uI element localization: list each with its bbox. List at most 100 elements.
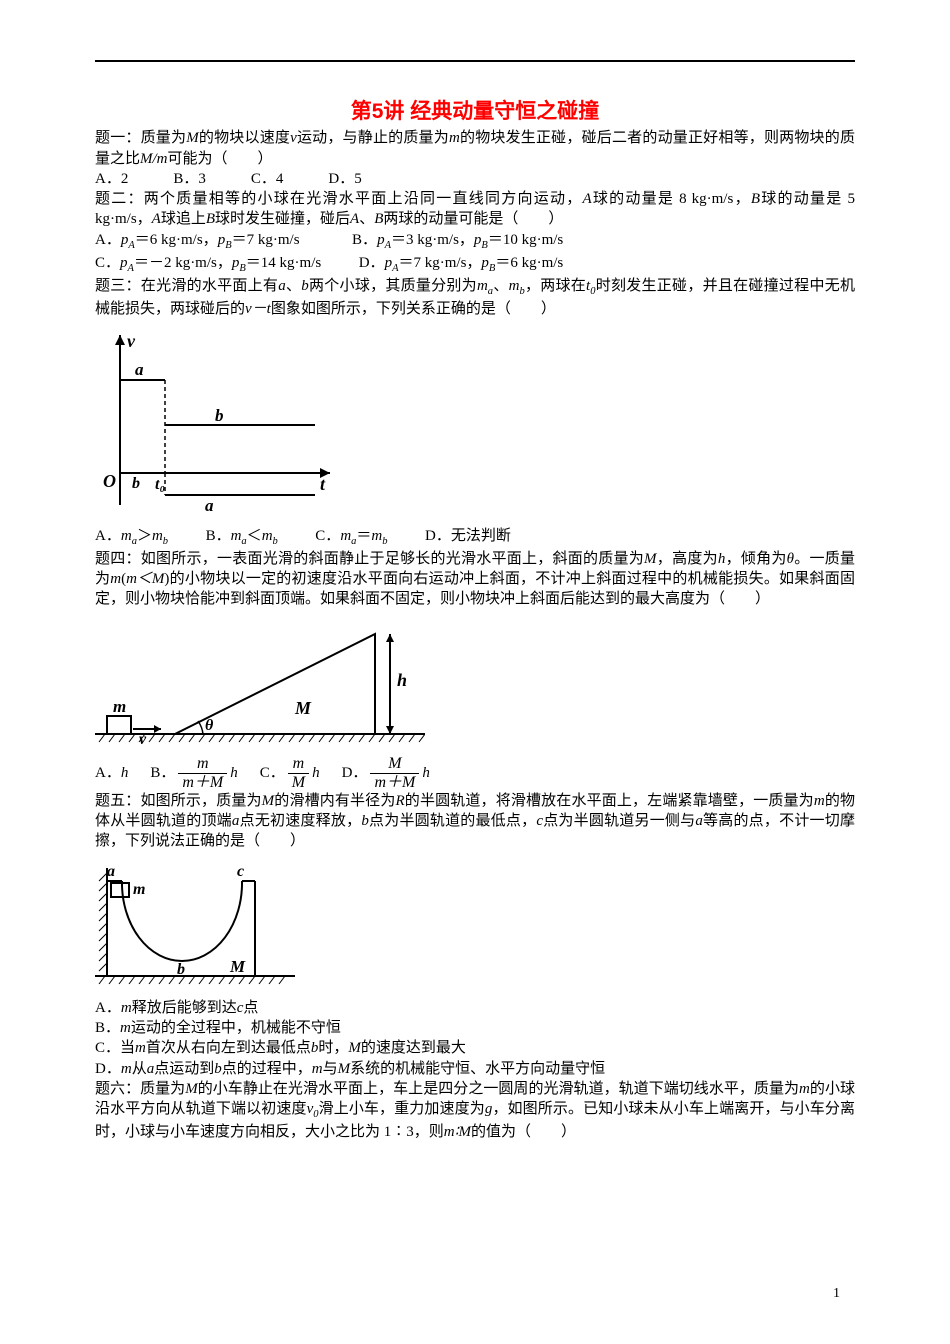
a2: a bbox=[695, 813, 703, 829]
val: ＝6 kg·m/s， bbox=[135, 232, 218, 248]
t: 点 bbox=[243, 1000, 258, 1016]
M: M bbox=[185, 1081, 198, 1097]
M: M bbox=[338, 1061, 351, 1077]
num: m bbox=[178, 756, 227, 773]
q4-choices: A．h B．mm＋Mh C．mMh D．Mm＋Mh bbox=[95, 756, 855, 791]
m: m bbox=[262, 528, 273, 544]
t0-label: t₀ bbox=[155, 476, 165, 493]
m: m bbox=[814, 793, 825, 809]
pre: C． bbox=[260, 763, 285, 783]
M-label: M bbox=[229, 957, 246, 976]
text: 球的动量是 8 kg·m/s， bbox=[592, 191, 751, 207]
var-A3: A bbox=[350, 211, 359, 227]
val: ＝7 kg·m/s bbox=[232, 232, 300, 248]
pre: C．当 bbox=[95, 1040, 135, 1056]
val: ＝14 kg·m/s bbox=[246, 255, 321, 271]
t: 点运动到 bbox=[154, 1061, 214, 1077]
opt-d: D．5 bbox=[328, 171, 361, 187]
text: 题五：如图所示，质量为 bbox=[95, 793, 262, 809]
val: h bbox=[121, 763, 129, 783]
a-below: a bbox=[205, 496, 214, 515]
theta: θ bbox=[787, 551, 794, 567]
val: ＝－2 kg·m/s， bbox=[134, 255, 232, 271]
M: M bbox=[262, 793, 275, 809]
opt-c: C．4 bbox=[251, 171, 284, 187]
opt-a-pre: A． bbox=[95, 232, 121, 248]
q3-figure: v t O a b b t₀ a bbox=[95, 325, 855, 521]
ratio: M/m bbox=[140, 151, 168, 167]
text: 运动，与静止的质量为 bbox=[297, 130, 449, 146]
sep: 、 bbox=[286, 278, 302, 294]
text: 点无初速度释放， bbox=[239, 813, 361, 829]
t-label: t bbox=[320, 474, 326, 494]
text: 的小车静止在光滑水平面上，车上是四分之一圆周的光滑轨道，轨道下端切线水平，质量为 bbox=[198, 1081, 799, 1097]
t: 释放后能够到达 bbox=[132, 1000, 237, 1016]
opt-b-pre: B． bbox=[206, 528, 231, 544]
lt: m＜M bbox=[126, 571, 164, 587]
var-A2: A bbox=[152, 211, 161, 227]
t: 首次从右向左到达最低点 bbox=[146, 1040, 311, 1056]
opt-d-pre: D． bbox=[425, 528, 451, 544]
q2-choices-row2: C．pA＝－2 kg·m/s，pB＝14 kg·m/s D．pA＝7 kg·m/… bbox=[95, 253, 855, 276]
q3-stem: 题三：在光滑的水平面上有a、b两个小球，其质量分别为ma、mb，两球在t0时刻发… bbox=[95, 276, 855, 319]
text: ，倾角为 bbox=[725, 551, 786, 567]
text: 题三：在光滑的水平面上有 bbox=[95, 278, 278, 294]
m2: m bbox=[312, 1061, 323, 1077]
b-below: b bbox=[132, 475, 140, 492]
opt-d: D．Mm＋Mh bbox=[342, 756, 430, 791]
opt-d-pre: D． bbox=[359, 255, 385, 271]
m: m bbox=[121, 1000, 132, 1016]
opt-b-pre: B． bbox=[352, 232, 377, 248]
text: 题六：质量为 bbox=[95, 1081, 185, 1097]
opt-a: A．2 bbox=[95, 171, 128, 187]
sub: b bbox=[163, 536, 168, 547]
val: ＝6 kg·m/s bbox=[495, 255, 563, 271]
opt-b: B．3 bbox=[173, 171, 206, 187]
q5-stem: 题五：如图所示，质量为M的滑槽内有半径为R的半圆轨道，将滑槽放在水平面上，左端紧… bbox=[95, 791, 855, 852]
var-A: A bbox=[582, 191, 591, 207]
tail: h bbox=[312, 763, 320, 783]
q5-opt-c: C．当m首次从右向左到达最低点b时，M的速度达到最大 bbox=[95, 1038, 855, 1058]
page-number: 1 bbox=[833, 1285, 840, 1304]
text: 题二：两个质量相等的小球在光滑水平面上沿同一直线同方向运动， bbox=[95, 191, 582, 207]
q5-opt-a: A．m释放后能够到达c点 bbox=[95, 998, 855, 1018]
q2-choices-row1: A．pA＝6 kg·m/s，pB＝7 kg·m/s B．pA＝3 kg·m/s，… bbox=[95, 230, 855, 253]
pre: A． bbox=[95, 763, 121, 783]
m: m bbox=[135, 1040, 146, 1056]
frac: Mm＋M bbox=[370, 756, 419, 791]
var-v: v bbox=[290, 130, 297, 146]
q1-choices: A．2 B．3 C．4 D．5 bbox=[95, 169, 855, 189]
opt-c: C．mMh bbox=[260, 756, 320, 791]
q4-stem: 题四：如图所示，一表面光滑的斜面静止于足够长的光滑水平面上，斜面的质量为M，高度… bbox=[95, 549, 855, 610]
lecture-title: 第5讲 经典动量守恒之碰撞 bbox=[95, 98, 855, 126]
sep: 、 bbox=[493, 278, 509, 294]
t: 系统的机械能守恒、水平方向动量守恒 bbox=[350, 1061, 605, 1077]
q1-stem: 题一：质量为M的物块以速度v运动，与静止的质量为m的物块发生正碰，碰后二者的动量… bbox=[95, 128, 855, 169]
den: m＋M bbox=[178, 773, 227, 791]
sub: b bbox=[382, 536, 387, 547]
var-B: B bbox=[751, 191, 760, 207]
p: p bbox=[385, 255, 393, 271]
page: 第5讲 经典动量守恒之碰撞 题一：质量为M的物块以速度v运动，与静止的质量为m的… bbox=[0, 0, 950, 1344]
var-m: m bbox=[449, 130, 460, 146]
text: 点为半圆轨道另一侧与 bbox=[543, 813, 695, 829]
t: 点的过程中， bbox=[222, 1061, 312, 1077]
b-label: b bbox=[177, 961, 185, 978]
a-label: a bbox=[135, 360, 144, 379]
val: ＝10 kg·m/s bbox=[488, 232, 563, 248]
theta-label: θ bbox=[205, 717, 214, 734]
trough-diagram: a c m b M bbox=[95, 858, 295, 988]
m: m bbox=[152, 528, 163, 544]
text: 的值为（ ） bbox=[471, 1124, 576, 1140]
M: M bbox=[348, 1040, 361, 1056]
m: m bbox=[120, 1020, 131, 1036]
m: m bbox=[231, 528, 242, 544]
p: p bbox=[120, 255, 128, 271]
b-label: b bbox=[215, 406, 224, 425]
num: M bbox=[370, 756, 419, 773]
t: 从 bbox=[132, 1061, 147, 1077]
t: 时， bbox=[318, 1040, 348, 1056]
h-label: h bbox=[397, 670, 407, 690]
m: m bbox=[121, 528, 132, 544]
m: m bbox=[340, 528, 351, 544]
